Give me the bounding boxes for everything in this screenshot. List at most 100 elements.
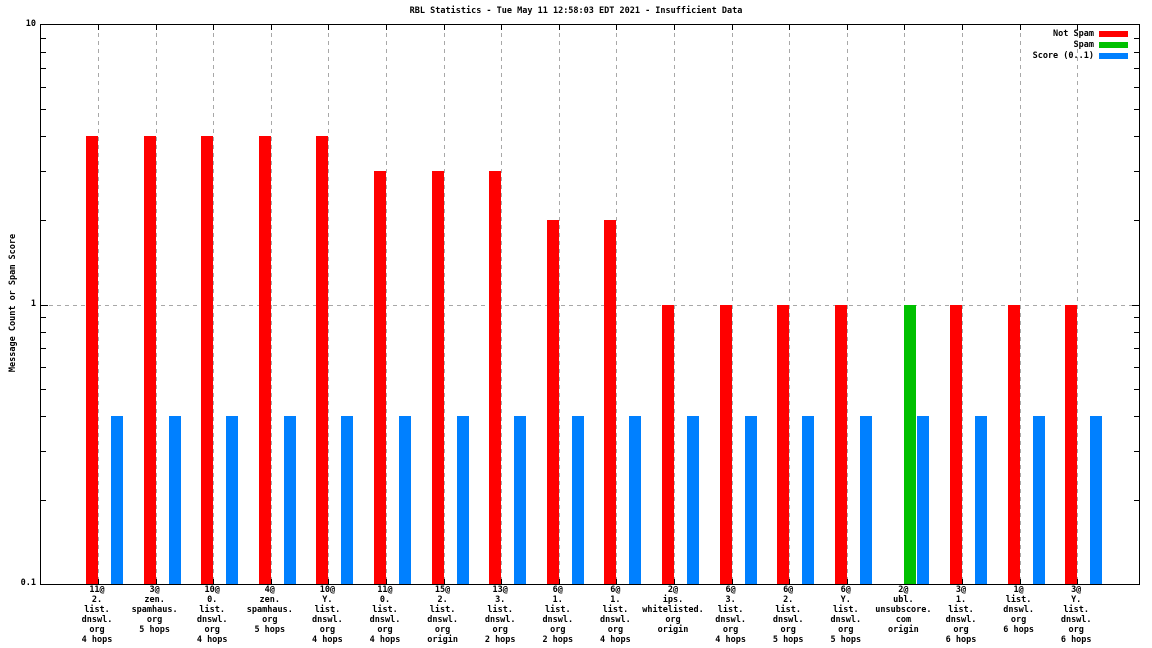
y-tick-label: 0.1 — [20, 578, 36, 588]
score-0-1-bar — [514, 415, 527, 584]
x-axis-tick — [443, 579, 445, 584]
not-spam-bar — [1007, 304, 1020, 584]
y-minor-tick — [41, 366, 46, 368]
x-axis-label: 11@ 2. list. dnswl. org 4 hops — [81, 585, 113, 645]
not-spam-bar — [258, 136, 271, 584]
score-0-1-bar — [341, 415, 354, 584]
horizontal-gridline-1 — [41, 304, 1139, 306]
x-axis-tick — [328, 579, 330, 584]
x-axis-tick — [789, 579, 791, 584]
y-minor-tick — [41, 347, 46, 349]
x-axis-tick — [846, 579, 848, 584]
score-0-1-bar — [283, 415, 296, 584]
plot-area — [40, 24, 1140, 585]
not-spam-bar — [546, 220, 559, 584]
x-axis-label: 6@ 2. list. dnswl. org 5 hops — [772, 585, 804, 645]
legend-swatch — [1099, 52, 1128, 59]
not-spam-bar — [834, 304, 847, 584]
x-axis-tick — [98, 579, 99, 584]
score-0-1-bar — [629, 415, 642, 584]
x-axis-tick-top — [270, 25, 272, 30]
x-axis-tick — [1019, 579, 1021, 584]
y-minor-tick — [41, 136, 46, 138]
x-axis-label: 6@ 1. list. dnswl. org 2 hops — [542, 585, 574, 645]
score-0-1-bar — [859, 415, 872, 584]
x-axis-tick-top — [558, 25, 560, 30]
x-axis-tick-top — [789, 25, 791, 30]
y-minor-tick — [1134, 331, 1139, 333]
x-axis-tick-top — [731, 25, 733, 30]
y-minor-tick — [41, 87, 46, 88]
y-minor-tick — [41, 171, 46, 173]
x-axis-tick — [558, 579, 560, 584]
not-spam-bar — [374, 171, 386, 584]
score-0-1-bar — [111, 415, 123, 584]
spam-bar — [904, 304, 917, 584]
y-minor-tick — [1134, 37, 1139, 39]
x-axis-tick-top — [1019, 25, 1021, 30]
y-minor-tick — [41, 450, 46, 452]
score-0-1-bar — [399, 415, 411, 584]
legend-swatch — [1099, 30, 1128, 37]
y-tick-label: 10 — [25, 19, 36, 29]
x-axis-tick-top — [213, 25, 215, 30]
x-axis-label: 2@ ubl. unsubscore. com origin — [875, 585, 932, 635]
x-axis-label: 13@ 3. list. dnswl. org 2 hops — [484, 585, 516, 645]
y-minor-tick — [1134, 171, 1139, 173]
not-spam-bar — [489, 171, 502, 584]
score-0-1-bar — [226, 415, 239, 584]
x-axis-tick-top — [443, 25, 445, 30]
x-axis-tick-top — [616, 25, 618, 30]
legend-label: Score (0..1) — [1032, 50, 1094, 61]
not-spam-bar — [86, 136, 98, 584]
y-minor-tick — [1134, 68, 1139, 70]
score-0-1-bar — [802, 415, 815, 584]
x-axis-tick — [386, 579, 387, 584]
y-minor-tick — [1134, 317, 1139, 319]
y-minor-tick — [1134, 136, 1139, 138]
y-minor-tick — [1134, 347, 1139, 349]
x-axis-tick — [616, 579, 618, 584]
y-minor-tick — [41, 68, 46, 70]
x-axis-tick-top — [328, 25, 330, 30]
x-axis-label: 6@ Y. list. dnswl. org 5 hops — [830, 585, 862, 645]
chart-title: RBL Statistics - Tue May 11 12:58:03 EDT… — [409, 6, 743, 16]
legend-item: Spam — [1033, 39, 1128, 50]
x-axis-label: 4@ zen. spamhaus. org 5 hops — [246, 585, 293, 635]
x-axis-tick-top — [501, 25, 503, 30]
y-minor-tick — [41, 317, 46, 319]
not-spam-bar — [316, 136, 329, 584]
y-minor-tick — [1134, 388, 1139, 390]
x-axis-label: 1@ list. dnswl. org 6 hops — [1003, 585, 1034, 635]
score-0-1-bar — [687, 415, 699, 584]
x-axis-label: 3@ 1. list. dnswl. org 6 hops — [945, 585, 977, 645]
score-0-1-bar — [456, 415, 469, 584]
x-axis-tick — [270, 579, 272, 584]
not-spam-bar — [777, 304, 790, 584]
score-0-1-bar — [744, 415, 757, 584]
score-0-1-bar — [975, 415, 987, 584]
y-minor-tick — [41, 415, 46, 417]
y-minor-tick — [1134, 109, 1139, 111]
score-0-1-bar — [917, 415, 930, 584]
score-0-1-bar — [1090, 415, 1103, 584]
y-tick-label: 1 — [30, 298, 36, 309]
y-minor-tick — [41, 52, 46, 54]
not-spam-bar — [431, 171, 444, 584]
y-minor-tick — [41, 388, 46, 390]
legend-item: Not Spam — [1033, 28, 1128, 39]
x-axis-tick-top — [155, 25, 157, 30]
x-axis-tick-top — [904, 25, 906, 30]
y-minor-tick — [1134, 52, 1139, 54]
x-axis-label: 15@ 2. list. dnswl. org origin — [427, 585, 458, 645]
not-spam-bar — [719, 304, 732, 584]
y-minor-tick — [41, 37, 46, 39]
y-major-tick — [1132, 304, 1139, 306]
x-axis-label: 10@ Y. list. dnswl. org 4 hops — [312, 585, 343, 645]
chart-legend: Not Spam Spam Score (0..1) — [1033, 28, 1128, 61]
x-axis-tick-top — [962, 25, 963, 30]
not-spam-bar — [201, 136, 214, 584]
score-0-1-bar — [1032, 415, 1045, 584]
legend-label: Not Spam — [1053, 28, 1094, 39]
y-minor-tick — [41, 331, 46, 333]
